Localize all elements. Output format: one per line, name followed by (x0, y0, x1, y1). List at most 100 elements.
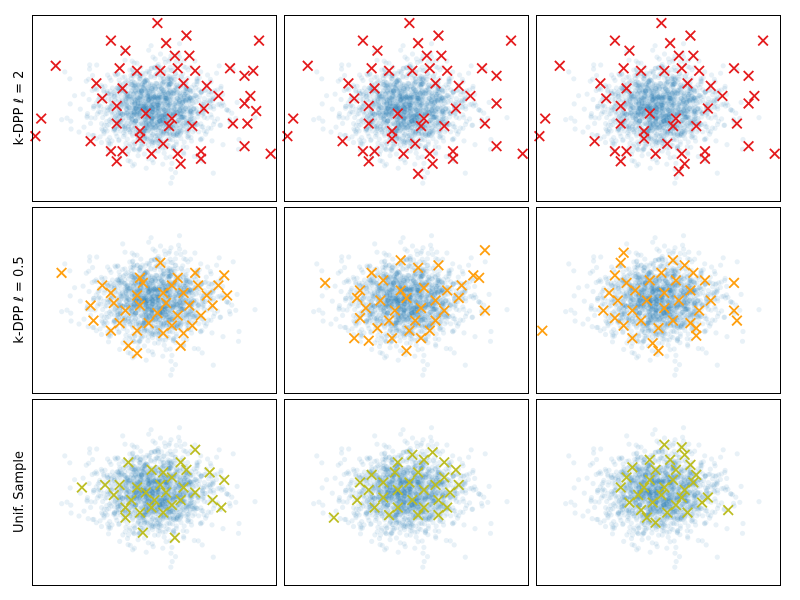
cloud-point (409, 105, 415, 111)
cloud-point (131, 105, 137, 112)
cloud-point (124, 136, 130, 142)
cloud-point (629, 124, 635, 130)
cloud-point (650, 122, 656, 128)
cloud-point (458, 92, 464, 98)
cloud-point (132, 104, 138, 111)
cloud-point (413, 76, 419, 82)
sample-point (687, 50, 699, 62)
cloud-point (473, 102, 479, 108)
cloud-point (429, 92, 435, 98)
cloud-point (88, 115, 94, 121)
cloud-point (142, 116, 148, 122)
cloud-point (399, 81, 406, 87)
cloud-point (401, 140, 407, 146)
cloud-point (171, 132, 177, 138)
cloud-point (387, 153, 393, 159)
cloud-point (112, 127, 118, 133)
cloud-point (654, 105, 660, 111)
cloud-point (400, 94, 406, 100)
cloud-point (132, 100, 138, 107)
cloud-point (108, 119, 114, 125)
cloud-point (387, 103, 393, 109)
cloud-point (402, 139, 408, 146)
sample-point (589, 135, 601, 147)
cloud-point (636, 105, 643, 111)
cloud-point (149, 109, 155, 115)
cloud-point (116, 137, 122, 144)
sample-point (140, 108, 152, 119)
sample-point (265, 148, 277, 160)
cloud-point (138, 100, 144, 106)
cloud-point (681, 118, 687, 124)
cloud-point (638, 99, 644, 105)
cloud-point (382, 113, 388, 119)
cloud-point (122, 123, 128, 130)
cloud-point (136, 95, 142, 101)
cloud-point (129, 99, 135, 105)
cloud-point (118, 94, 125, 100)
cloud-point (171, 105, 177, 111)
cloud-point (662, 117, 668, 124)
cloud-point (688, 97, 694, 103)
cloud-point (138, 93, 144, 100)
cloud-point (328, 129, 334, 135)
cloud-point (671, 100, 677, 106)
cloud-point (440, 104, 447, 110)
cloud-point (358, 140, 364, 146)
cloud-point (201, 128, 207, 134)
cloud-point (634, 105, 640, 111)
sample-point (409, 138, 421, 150)
cloud-point (152, 140, 158, 146)
cloud-point (180, 90, 186, 96)
cloud-point (423, 89, 430, 95)
cloud-point (131, 114, 137, 120)
cloud-point (159, 89, 165, 95)
cloud-point (114, 85, 120, 91)
cloud-point (645, 83, 651, 89)
cloud-point (440, 108, 446, 114)
cloud-point (711, 104, 717, 110)
cloud-point (401, 114, 407, 121)
cloud-point (147, 103, 153, 109)
cloud-point (130, 113, 136, 119)
sample-point (250, 105, 262, 117)
sample-point (453, 80, 465, 92)
cloud-point (178, 124, 184, 130)
cloud-point (390, 93, 396, 100)
cloud-point (398, 97, 404, 103)
cloud-point (572, 118, 578, 124)
cloud-point (417, 67, 423, 73)
cloud-point (395, 121, 401, 127)
cloud-point (364, 113, 371, 120)
cloud-point (400, 124, 406, 130)
cloud-point (634, 133, 640, 139)
cloud-point (181, 108, 187, 114)
cloud-point (691, 113, 698, 120)
cloud-point (429, 102, 435, 108)
sample-point (447, 145, 459, 157)
cloud-point (631, 127, 637, 133)
cloud-point (571, 76, 577, 82)
cloud-point (381, 58, 387, 64)
cloud-point (395, 93, 401, 99)
cloud-point (365, 72, 371, 78)
cloud-point (646, 87, 652, 93)
cloud-point (164, 116, 170, 122)
cloud-point (652, 99, 658, 105)
cloud-point (720, 63, 726, 69)
cloud-point (375, 111, 381, 117)
cloud-point (329, 106, 335, 112)
cloud-point (168, 76, 174, 82)
cloud-point (398, 92, 404, 98)
cloud-point (404, 125, 410, 131)
cloud-point (657, 114, 663, 120)
cloud-point (420, 97, 426, 103)
cloud-point (647, 96, 653, 102)
cloud-point (94, 62, 100, 68)
cloud-point (594, 105, 601, 111)
cloud-point (451, 136, 457, 142)
cloud-point (626, 132, 632, 138)
cloud-point (410, 98, 416, 104)
cloud-point (168, 81, 174, 87)
cloud-point (141, 79, 147, 85)
